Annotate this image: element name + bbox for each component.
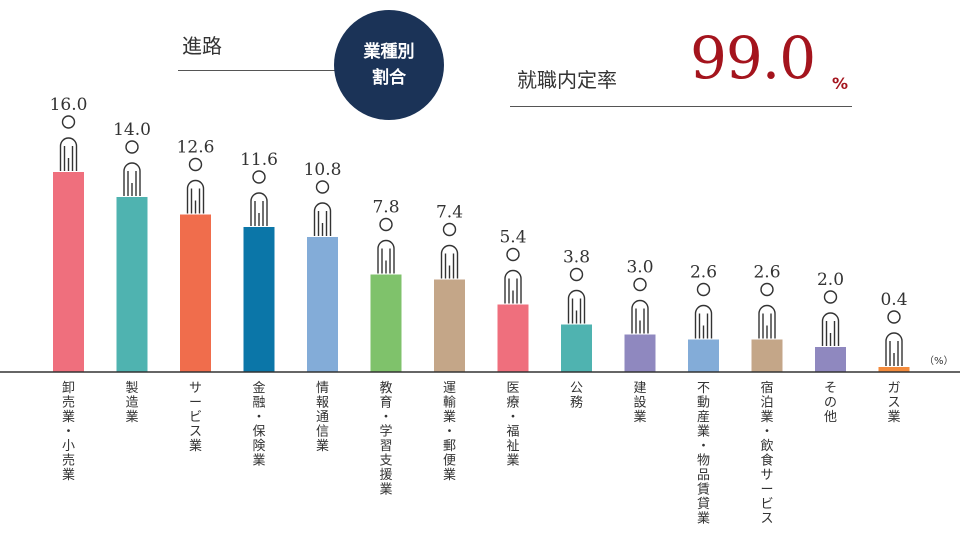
title-underline — [178, 70, 338, 71]
category-label-5: 教育・学習支援業 — [379, 380, 392, 498]
bar-0 — [53, 172, 84, 372]
person-icon-6 — [440, 222, 459, 279]
person-icon-8 — [567, 267, 586, 324]
category-label-8: 公務 — [570, 381, 583, 411]
person-icon-4 — [313, 180, 332, 236]
employment-rate-label: 就職内定率 — [517, 68, 617, 92]
bar-10 — [688, 339, 719, 372]
bar-1 — [116, 197, 148, 372]
person-icon-11 — [758, 282, 776, 339]
value-label-1: 14.0 — [113, 120, 151, 140]
value-label-4: 10.8 — [304, 160, 342, 180]
bar-3 — [243, 227, 275, 372]
value-label-13: 0.4 — [880, 290, 907, 310]
person-icon-12 — [821, 290, 840, 346]
bar-9 — [624, 334, 656, 372]
category-label-3: 金融・保険業 — [252, 380, 265, 469]
bar-11 — [751, 339, 783, 372]
category-label-12: その他 — [824, 381, 837, 425]
bar-13 — [878, 367, 910, 372]
category-label-4: 情報通信業 — [316, 381, 329, 454]
category-label-10: 不動産業・物品賃貸業 — [697, 381, 710, 527]
employment-rate-value: 99.0 — [690, 24, 816, 92]
person-icon-10 — [694, 282, 713, 339]
bar-5 — [370, 274, 402, 372]
bar-7 — [497, 304, 529, 372]
value-label-6: 7.4 — [436, 203, 463, 223]
category-label-1: 製造業 — [125, 381, 138, 425]
person-icon-1 — [123, 140, 141, 196]
value-label-12: 2.0 — [817, 270, 844, 290]
person-icon-5 — [377, 217, 395, 274]
bar-4 — [307, 237, 338, 372]
value-label-9: 3.0 — [626, 258, 653, 278]
badge-line-1: 業種別 — [363, 42, 415, 62]
employment-rate-unit: % — [832, 74, 849, 93]
value-label-0: 16.0 — [50, 95, 88, 115]
category-label-7: 医療・福祉業 — [506, 381, 519, 469]
badge-line-2: 割合 — [372, 68, 406, 88]
value-label-2: 12.6 — [177, 138, 215, 158]
bar-12 — [815, 347, 846, 372]
category-label-6: 運輸業・郵便業 — [443, 381, 456, 483]
value-label-3: 11.6 — [240, 150, 278, 170]
person-icon-3 — [250, 170, 268, 226]
bar-2 — [180, 214, 211, 372]
value-label-5: 7.8 — [372, 198, 399, 218]
person-icon-9 — [631, 277, 649, 334]
person-icon-2 — [186, 157, 205, 214]
category-label-11: 宿泊業・飲食サービス — [760, 380, 773, 527]
person-icon-7 — [504, 247, 522, 304]
value-label-11: 2.6 — [753, 263, 780, 283]
bar-8 — [561, 324, 592, 372]
rate-underline — [510, 106, 852, 107]
value-label-10: 2.6 — [690, 263, 717, 283]
category-label-13: ガス業 — [887, 381, 900, 425]
bars-layer: 16.0 卸売業・小売業 14.0 製造業 12.6 サービス業 11.6 金融・保険業 10.… — [50, 95, 910, 527]
person-icon-13 — [885, 310, 903, 366]
unit-label: （%） — [924, 355, 954, 367]
person-icon-0 — [59, 115, 78, 171]
value-label-7: 5.4 — [499, 228, 526, 248]
category-badge: 業種別 割合 — [334, 10, 444, 120]
category-label-2: サービス業 — [189, 381, 202, 454]
category-label-9: 建設業 — [633, 381, 646, 425]
category-label-0: 卸売業・小売業 — [62, 380, 75, 483]
chart-title: 進路 — [182, 34, 222, 58]
value-label-8: 3.8 — [563, 248, 590, 268]
bar-6 — [434, 279, 465, 372]
